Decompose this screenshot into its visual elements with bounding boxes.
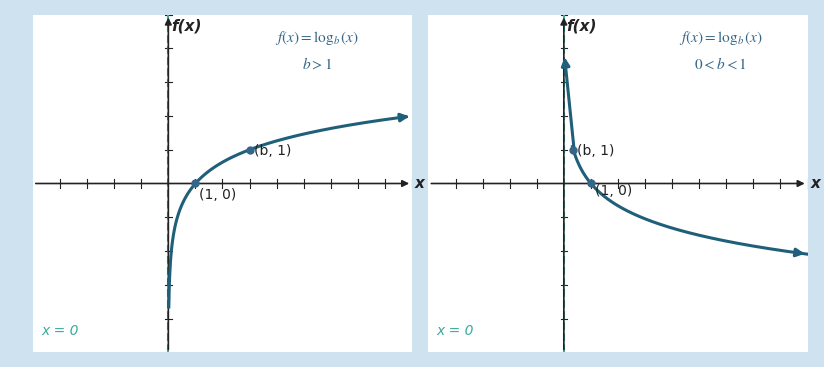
Text: x: x [414,176,424,191]
Text: $f(x) = \log_b(x)$: $f(x) = \log_b(x)$ [275,29,359,47]
Text: (b, 1): (b, 1) [254,144,291,158]
Text: (1, 0): (1, 0) [199,188,236,202]
Text: f(x): f(x) [171,18,202,33]
Text: (1, 0): (1, 0) [595,184,632,198]
Text: f(x): f(x) [567,18,597,33]
Text: x: x [810,176,820,191]
Text: x = 0: x = 0 [41,324,78,338]
Text: $0 < b < 1$: $0 < b < 1$ [695,56,747,72]
Text: x = 0: x = 0 [437,324,474,338]
Text: (b, 1): (b, 1) [578,144,615,158]
Text: $f(x) = \log_b(x)$: $f(x) = \log_b(x)$ [679,29,763,47]
Text: $b > 1$: $b > 1$ [302,56,333,72]
